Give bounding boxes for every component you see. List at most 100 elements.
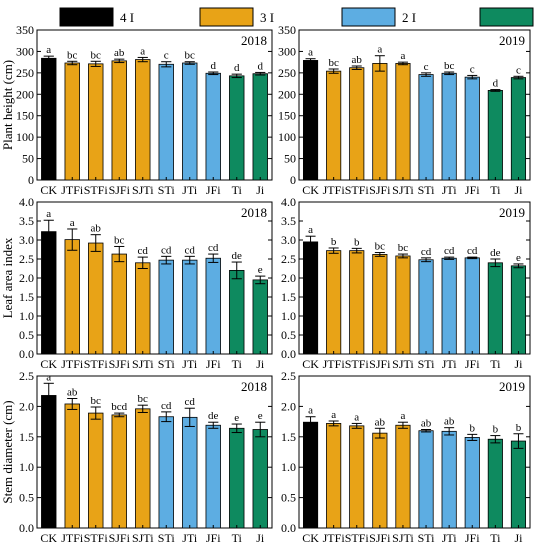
bar-sjti — [395, 255, 411, 355]
significance-letter: a — [46, 208, 51, 220]
x-tick-label: STi — [418, 183, 436, 197]
bar-sjfi — [111, 414, 127, 529]
x-tick-label: JFi — [465, 357, 480, 371]
x-tick-label: STi — [418, 357, 436, 371]
significance-letter: e — [258, 264, 263, 276]
year-label: 2019 — [499, 33, 525, 48]
bar-sti — [418, 259, 434, 355]
significance-letter: a — [401, 410, 406, 422]
y-axis-label: Leaf area index — [0, 237, 15, 318]
x-tick-label: SJFi — [109, 357, 131, 371]
significance-letter: de — [232, 250, 243, 262]
y-tick-label: 350 — [278, 23, 296, 37]
bar-jfi — [205, 257, 221, 355]
x-tick-label: SJTi — [392, 531, 414, 545]
bar-ji — [510, 440, 527, 529]
bar-stfi — [88, 412, 104, 529]
significance-letter: e — [516, 252, 521, 264]
significance-letter: bc — [444, 60, 455, 72]
x-tick-label: JFi — [206, 357, 221, 371]
x-tick-label: SJTi — [392, 357, 414, 371]
x-tick-label: CK — [302, 183, 319, 197]
x-tick-label: CK — [40, 357, 57, 371]
significance-letter: c — [516, 64, 521, 76]
x-tick-label: Ji — [514, 357, 523, 371]
bar-ck — [302, 421, 319, 529]
x-tick-label: CK — [302, 357, 319, 371]
x-tick-label: Ti — [490, 531, 501, 545]
significance-letter: de — [208, 410, 219, 422]
significance-letter: bc — [375, 241, 386, 253]
significance-letter: a — [401, 50, 406, 62]
x-tick-label: JFi — [206, 183, 221, 197]
y-tick-label: 0.5 — [281, 328, 296, 342]
y-tick-label: 1.5 — [19, 430, 34, 444]
bar-sjfi — [372, 63, 388, 181]
x-tick-label: JTi — [442, 357, 458, 371]
significance-letter: ab — [421, 418, 432, 430]
x-tick-label: JTi — [182, 531, 198, 545]
y-tick-label: 350 — [16, 23, 34, 37]
x-tick-label: Ji — [514, 183, 523, 197]
y-tick-label: 150 — [278, 109, 296, 123]
x-tick-label: Ji — [256, 357, 265, 371]
y-tick-label: 0.0 — [19, 521, 34, 535]
bar-stfi — [349, 425, 365, 529]
significance-letter: bcd — [111, 401, 127, 413]
significance-letter: cd — [161, 400, 172, 412]
x-tick-label: SJFi — [369, 183, 391, 197]
x-tick-label: STi — [158, 531, 176, 545]
significance-letter: b — [493, 424, 499, 436]
x-tick-label: JTi — [182, 357, 198, 371]
bar-ck — [41, 395, 57, 529]
bar-ji — [510, 77, 527, 181]
bar-sjfi — [372, 254, 388, 355]
plot-frame — [36, 375, 273, 529]
y-tick-label: 300 — [16, 44, 34, 58]
significance-letter: ab — [444, 416, 455, 428]
bar-ji — [510, 265, 527, 355]
bar-stfi — [88, 63, 104, 181]
y-tick-label: 1.0 — [19, 460, 34, 474]
y-tick-label: 0 — [28, 173, 34, 187]
bar-sjti — [135, 408, 151, 529]
bar-ti — [487, 90, 503, 181]
x-tick-label: Ji — [256, 183, 265, 197]
bar-jti — [182, 62, 198, 181]
plot-frame — [298, 375, 531, 529]
y-tick-label: 1.0 — [19, 309, 34, 323]
bar-jtfi — [326, 70, 342, 181]
significance-letter: b — [354, 236, 360, 248]
significance-letter: cd — [444, 245, 455, 257]
y-tick-label: 250 — [16, 66, 34, 80]
y-tick-label: 200 — [278, 87, 296, 101]
y-tick-label: 3.0 — [19, 233, 34, 247]
bar-sti — [158, 63, 174, 181]
y-tick-label: 3.5 — [281, 214, 296, 228]
bar-jti — [441, 72, 457, 181]
significance-letter: a — [331, 409, 336, 421]
bar-jti — [441, 430, 457, 529]
x-tick-label: Ti — [232, 531, 243, 545]
x-tick-label: STFi — [345, 531, 370, 545]
significance-letter: bc — [185, 50, 196, 62]
y-tick-label: 3.5 — [19, 214, 34, 228]
legend-item-2: 3 I — [199, 7, 274, 27]
x-tick-label: SJFi — [109, 183, 131, 197]
x-tick-label: Ti — [232, 357, 243, 371]
y-tick-label: 0.5 — [19, 491, 34, 505]
bar-sjti — [395, 63, 411, 181]
y-tick-label: 150 — [16, 109, 34, 123]
bar-ck — [41, 57, 57, 181]
year-label: 2018 — [241, 379, 267, 394]
bar-jfi — [464, 76, 480, 181]
significance-letter: c — [424, 61, 429, 73]
significance-letter: ab — [91, 223, 102, 235]
x-tick-label: SJTi — [132, 531, 154, 545]
x-tick-label: CK — [40, 531, 57, 545]
y-tick-label: 2.5 — [281, 252, 296, 266]
significance-letter: ab — [375, 416, 386, 428]
significance-letter: bc — [398, 242, 409, 254]
significance-letter: bc — [138, 393, 149, 405]
